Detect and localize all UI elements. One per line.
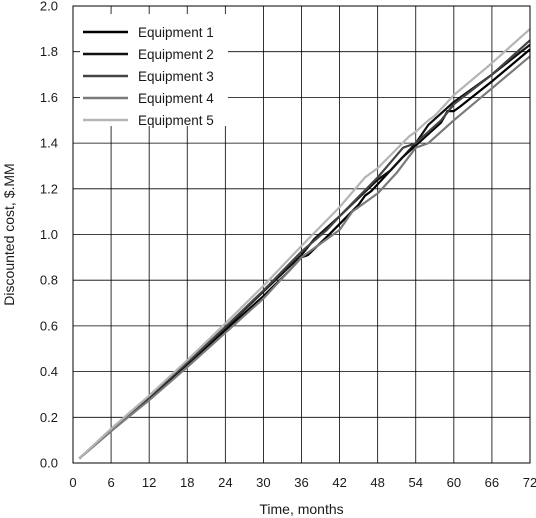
legend-label-3: Equipment 3 bbox=[138, 69, 214, 84]
x-tick-label: 48 bbox=[370, 475, 384, 490]
legend-label-5: Equipment 5 bbox=[138, 113, 214, 128]
x-tick-label: 60 bbox=[447, 475, 461, 490]
y-tick-label: 1.8 bbox=[40, 44, 58, 59]
series-line-5 bbox=[78, 28, 531, 460]
y-tick-label: 0.0 bbox=[40, 456, 58, 471]
series-line-3 bbox=[78, 39, 531, 460]
x-tick-label: 66 bbox=[485, 475, 499, 490]
y-tick-labels: 0.0 0.2 0.4 0.6 0.8 1.0 1.2 1.4 1.6 1.8 2.0 bbox=[40, 0, 58, 471]
y-tick-label: 1.2 bbox=[40, 181, 58, 196]
plot-frame bbox=[72, 5, 531, 464]
x-tick-label: 6 bbox=[107, 475, 114, 490]
legend-label-4: Equipment 4 bbox=[138, 91, 214, 106]
y-tick-label: 0.6 bbox=[40, 318, 58, 333]
x-tick-labels: 0 6 12 18 24 30 36 42 48 54 60 66 72 bbox=[69, 475, 536, 490]
x-tick-label: 24 bbox=[218, 475, 232, 490]
y-tick-label: 0.4 bbox=[40, 364, 58, 379]
y-tick-label: 0.8 bbox=[40, 273, 58, 288]
y-axis-title: Discounted cost, $.MM bbox=[1, 163, 17, 305]
y-tick-label: 0.2 bbox=[40, 410, 58, 425]
x-tick-label: 54 bbox=[409, 475, 423, 490]
x-tick-label: 12 bbox=[142, 475, 156, 490]
legend-label-2: Equipment 2 bbox=[138, 47, 214, 62]
series-layer bbox=[78, 28, 531, 460]
y-tick-label: 2.0 bbox=[40, 0, 58, 14]
legend: Equipment 1 Equipment 2 Equipment 3 Equipme… bbox=[80, 14, 228, 128]
x-tick-label: 42 bbox=[332, 475, 346, 490]
x-tick-label: 18 bbox=[180, 475, 194, 490]
y-tick-label: 1.4 bbox=[40, 136, 58, 151]
y-tick-label: 1.6 bbox=[40, 90, 58, 105]
x-tick-label: 30 bbox=[256, 475, 270, 490]
x-tick-label: 36 bbox=[294, 475, 308, 490]
x-axis-title: Time, months bbox=[259, 501, 343, 517]
x-tick-label: 72 bbox=[523, 475, 536, 490]
y-tick-label: 1.0 bbox=[40, 227, 58, 242]
series-line-4 bbox=[78, 55, 531, 460]
x-tick-label: 0 bbox=[69, 475, 76, 490]
legend-label-1: Equipment 1 bbox=[138, 25, 214, 40]
